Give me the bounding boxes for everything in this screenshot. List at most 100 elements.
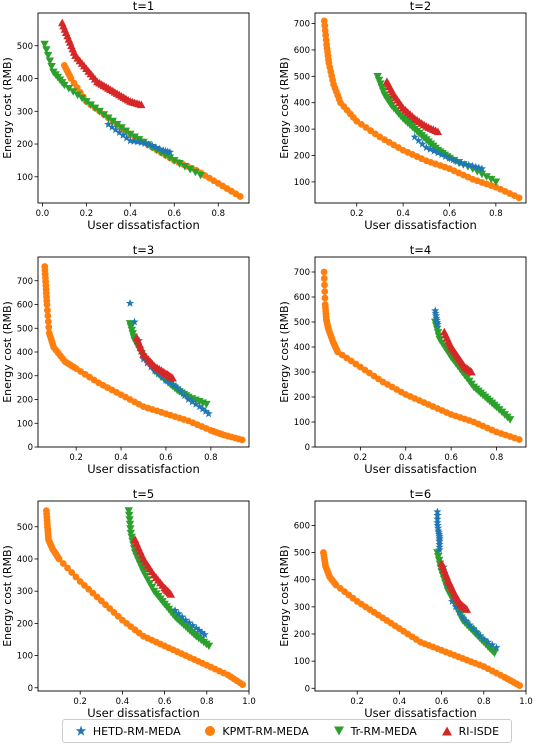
y-axis-label: Energy cost (RMB) xyxy=(278,301,291,403)
data-point xyxy=(185,618,194,627)
triangle-up-marker-icon xyxy=(441,726,452,736)
data-point xyxy=(191,399,200,408)
x-tick-label: 0.4 xyxy=(393,697,407,707)
data-point xyxy=(126,529,135,538)
data-point xyxy=(130,549,140,557)
x-tick-label: 0.8 xyxy=(204,453,218,463)
series-ri-isde xyxy=(437,559,472,613)
data-point xyxy=(42,46,51,54)
data-point xyxy=(64,85,73,93)
data-point xyxy=(204,642,214,651)
data-point xyxy=(202,400,211,409)
data-point xyxy=(170,157,179,165)
data-point xyxy=(505,416,515,424)
data-point xyxy=(59,560,67,567)
series-tr-rm-meda xyxy=(40,40,205,180)
y-tick-label: 500 xyxy=(294,72,310,82)
x-axis-label: User dissatisfaction xyxy=(87,462,200,476)
y-tick-label: 300 xyxy=(17,372,33,382)
data-point xyxy=(134,556,143,565)
plot-frame xyxy=(37,12,250,204)
y-tick-label: 400 xyxy=(294,99,310,109)
y-tick-label: 200 xyxy=(294,152,310,162)
legend-label-tr: Tr-RM-MEDA xyxy=(350,724,417,738)
data-point xyxy=(469,624,478,633)
x-tick-label: 0.6 xyxy=(444,453,458,463)
y-tick-label: 500 xyxy=(17,523,33,533)
series-hetd-rm-meda xyxy=(104,120,174,156)
data-point xyxy=(44,312,52,320)
data-point xyxy=(161,376,170,384)
x-tick-label: 0.4 xyxy=(124,209,138,219)
data-point xyxy=(144,140,153,149)
x-tick-label: 0.2 xyxy=(80,209,94,219)
y-tick-label: 600 xyxy=(294,521,310,531)
data-point xyxy=(175,160,184,168)
data-point xyxy=(477,164,486,173)
x-tick-label: 0.4 xyxy=(396,209,410,219)
legend-item-tr: Tr-RM-MEDA xyxy=(333,725,417,738)
data-point xyxy=(196,171,205,180)
data-point xyxy=(453,157,462,166)
data-point xyxy=(137,100,146,109)
series-tr-rm-meda xyxy=(125,320,211,409)
data-point xyxy=(184,395,193,403)
data-point xyxy=(137,138,146,146)
x-tick-label: 0.2 xyxy=(354,453,368,463)
data-point xyxy=(132,553,141,561)
y-tick-label: 500 xyxy=(294,549,310,559)
data-point xyxy=(178,612,187,621)
data-point xyxy=(455,608,464,616)
data-point xyxy=(236,193,244,200)
data-point xyxy=(137,564,146,573)
data-point xyxy=(490,649,499,658)
legend: HETD-RM-MEDA KPMT-RM-MEDA Tr-RM-MEDA RI-… xyxy=(62,719,512,743)
plot-frame xyxy=(37,256,250,448)
y-tick-label: 400 xyxy=(294,576,310,586)
y-tick-label: 500 xyxy=(17,324,33,334)
x-tick-label: 0.6 xyxy=(443,209,457,219)
data-point xyxy=(492,643,501,652)
data-point xyxy=(118,131,128,139)
data-point xyxy=(465,620,474,629)
y-tick-label: 500 xyxy=(17,42,33,52)
data-point xyxy=(43,301,51,308)
data-point xyxy=(451,602,460,611)
data-point xyxy=(479,635,488,643)
y-tick-label: 300 xyxy=(294,125,310,135)
x-tick-label: 0.4 xyxy=(399,453,413,463)
y-tick-label: 600 xyxy=(294,46,310,56)
x-tick-label: 0.2 xyxy=(350,209,364,219)
y-tick-label: 0 xyxy=(28,684,33,694)
legend-label-hetd: HETD-RM-MEDA xyxy=(92,724,181,738)
data-point xyxy=(169,380,178,389)
data-point xyxy=(483,637,493,646)
y-tick-label: 700 xyxy=(294,268,310,278)
x-tick-label: 0.2 xyxy=(350,697,364,707)
data-point xyxy=(176,387,185,396)
data-point xyxy=(320,275,328,282)
x-tick-label: 0.6 xyxy=(159,453,173,463)
data-point xyxy=(171,606,180,614)
star-marker-icon xyxy=(75,725,87,736)
data-point xyxy=(429,146,439,155)
y-tick-label: 600 xyxy=(17,301,33,311)
y-tick-label: 300 xyxy=(17,107,33,117)
y-tick-label: 300 xyxy=(294,603,310,613)
data-point xyxy=(64,564,71,572)
data-point xyxy=(204,409,213,418)
data-point xyxy=(192,623,201,632)
data-point xyxy=(125,511,134,520)
data-point xyxy=(104,120,113,128)
data-point xyxy=(126,130,135,139)
data-point xyxy=(155,144,164,153)
data-point xyxy=(321,281,328,289)
data-point xyxy=(129,137,139,145)
data-point xyxy=(467,367,476,376)
x-axis-label: User dissatisfaction xyxy=(87,218,200,232)
y-tick-label: 200 xyxy=(17,140,33,150)
data-point xyxy=(82,98,91,106)
data-point xyxy=(45,57,55,65)
data-point xyxy=(125,516,134,524)
